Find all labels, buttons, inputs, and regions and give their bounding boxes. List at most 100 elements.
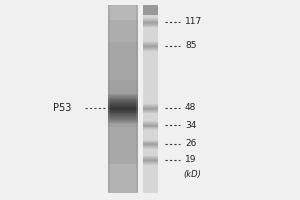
Bar — [143, 36, 158, 37]
Bar — [108, 120, 138, 121]
Text: 26: 26 — [185, 140, 196, 148]
Bar — [108, 166, 138, 167]
Bar — [143, 61, 158, 63]
Bar — [143, 100, 158, 102]
Bar — [143, 88, 158, 90]
Bar — [143, 84, 158, 86]
Bar — [108, 142, 138, 143]
Bar — [108, 33, 138, 34]
Bar — [108, 83, 138, 84]
Bar — [143, 87, 158, 89]
Bar — [143, 37, 158, 38]
Bar — [143, 104, 158, 106]
Bar — [143, 68, 158, 69]
Bar — [108, 135, 138, 136]
Bar — [143, 111, 158, 112]
Bar — [108, 68, 138, 69]
Bar — [143, 129, 158, 131]
Bar — [108, 7, 138, 8]
Bar — [143, 41, 158, 43]
Bar — [143, 9, 158, 10]
Bar — [108, 160, 138, 162]
Bar — [143, 145, 158, 147]
Bar — [143, 137, 158, 138]
Bar — [143, 62, 158, 63]
Bar — [143, 96, 158, 97]
Bar — [108, 108, 138, 109]
Bar — [143, 27, 158, 28]
Bar — [108, 127, 138, 128]
Bar — [108, 99, 138, 101]
Bar — [143, 151, 158, 152]
Bar — [108, 142, 138, 144]
Bar — [143, 26, 158, 27]
Bar — [108, 111, 138, 112]
Bar — [108, 125, 138, 126]
Bar — [108, 93, 138, 94]
Bar — [108, 180, 138, 181]
Bar — [108, 131, 138, 133]
Bar — [143, 50, 158, 51]
Bar — [108, 5, 138, 6]
Bar — [108, 28, 138, 30]
Bar — [108, 95, 138, 96]
Bar — [143, 85, 158, 87]
Bar — [108, 35, 138, 36]
Bar — [108, 44, 138, 46]
Bar — [143, 177, 158, 178]
Bar — [143, 60, 158, 62]
Bar — [108, 103, 138, 105]
Bar — [108, 52, 138, 53]
Bar — [143, 71, 158, 73]
Bar — [143, 79, 158, 80]
Bar — [143, 135, 158, 136]
Bar — [143, 59, 158, 61]
Bar — [143, 143, 158, 145]
Bar — [143, 25, 158, 26]
Bar — [143, 127, 158, 128]
Bar — [108, 40, 138, 41]
Bar — [143, 110, 158, 111]
Bar — [143, 172, 158, 174]
Bar — [143, 93, 158, 94]
Bar — [143, 141, 158, 142]
Bar — [108, 181, 138, 182]
Bar — [108, 74, 138, 76]
Bar — [143, 11, 158, 12]
Bar — [108, 85, 138, 87]
Bar — [108, 19, 138, 20]
Bar — [108, 161, 138, 163]
Bar — [143, 155, 158, 156]
Bar — [143, 65, 158, 66]
Bar — [108, 21, 138, 22]
Bar — [108, 51, 138, 52]
Bar — [108, 98, 138, 99]
Bar — [143, 33, 158, 34]
Bar — [143, 127, 158, 129]
Bar — [143, 105, 158, 106]
Bar — [108, 84, 138, 85]
Bar — [143, 34, 158, 35]
Bar — [143, 28, 158, 30]
Bar — [108, 188, 138, 190]
Bar — [108, 116, 138, 118]
Bar — [143, 78, 158, 79]
Bar — [143, 74, 158, 76]
Bar — [108, 87, 138, 89]
Bar — [143, 156, 158, 158]
Bar — [143, 13, 158, 15]
Bar — [143, 35, 158, 36]
Bar — [108, 56, 138, 58]
Bar — [108, 39, 138, 40]
Bar — [143, 166, 158, 167]
Bar — [143, 139, 158, 140]
Bar — [108, 64, 138, 65]
Bar — [143, 122, 158, 123]
Bar — [108, 122, 138, 123]
Bar — [143, 76, 158, 77]
Bar — [143, 106, 158, 107]
Bar — [108, 191, 138, 192]
Bar — [108, 114, 138, 116]
Bar — [143, 183, 158, 184]
Bar — [108, 45, 138, 47]
